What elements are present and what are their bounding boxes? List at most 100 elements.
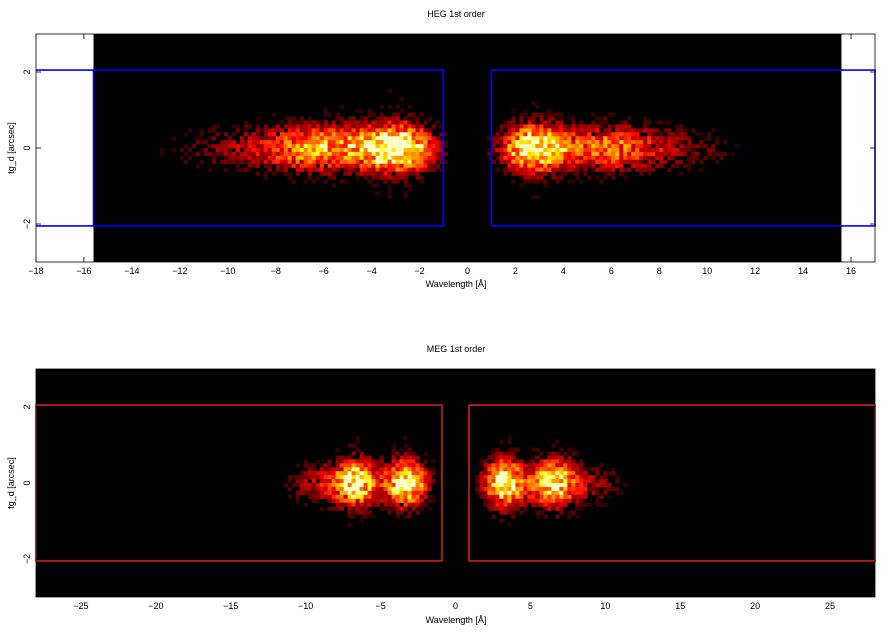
heg-heatmap-cell [603, 167, 608, 172]
meg-heatmap-cell [483, 490, 488, 496]
heg-heatmap-cell [563, 140, 568, 145]
heg-heatmap-cell [559, 163, 564, 168]
heg-heatmap-cell [243, 132, 249, 137]
meg-heatmap-cell [531, 467, 536, 472]
heg-heatmap-cell [323, 155, 328, 161]
heg-heatmap-cell [239, 144, 245, 149]
heg-heatmap-cell [283, 148, 288, 153]
meg-heatmap-cell [519, 510, 524, 515]
heg-heatmap-cell [295, 148, 300, 153]
meg-heatmap-cell [403, 494, 408, 500]
heg-heatmap-cell [679, 159, 684, 165]
meg-heatmap-cell [427, 486, 432, 492]
meg-heatmap-cell [571, 475, 576, 480]
heg-heatmap-cell [583, 167, 588, 172]
heg-heatmap-cell [227, 148, 233, 153]
meg-heatmap-cell [555, 479, 560, 484]
heg-heatmap-cell [551, 144, 556, 149]
meg-heatmap-cell [379, 490, 384, 496]
heg-heatmap-cell [571, 179, 576, 184]
heg-heatmap-cell [603, 155, 608, 161]
heg-heatmap-cell [603, 171, 608, 176]
heg-heatmap-cell [319, 163, 324, 168]
meg-heatmap-cell [503, 490, 508, 496]
heg-heatmap-cell [259, 140, 265, 145]
heg-heatmap-cell [227, 151, 233, 157]
meg-heatmap-cell [339, 486, 344, 492]
heg-heatmap-cell [659, 140, 664, 145]
heg-heatmap-cell [571, 144, 576, 149]
meg-heatmap-cell [355, 471, 360, 476]
meg-heatmap-cell [415, 471, 420, 476]
meg-heatmap-cell [427, 506, 432, 511]
meg-heatmap-cell [539, 479, 544, 484]
heg-heatmap-cell [623, 140, 628, 145]
heg-heatmap-cell [327, 175, 332, 180]
heg-heatmap-cell [287, 128, 292, 133]
meg-heatmap-cell [567, 490, 572, 496]
heg-heatmap-cell [595, 167, 600, 172]
meg-heatmap-cell [523, 479, 528, 484]
heg-heatmap-cell [563, 159, 568, 165]
heg-heatmap-cell [527, 116, 532, 121]
heg-heatmap-cell [607, 144, 612, 149]
heg-heatmap-cell [331, 136, 336, 141]
heg-heatmap-cell [511, 151, 516, 157]
meg-heatmap-cell [607, 471, 612, 476]
meg-heatmap-cell [379, 459, 384, 464]
heg-heatmap-cell [291, 163, 296, 168]
heg-heatmap-cell [255, 159, 261, 165]
meg-heatmap-cell [359, 475, 364, 480]
meg-heatmap-cell [575, 486, 580, 492]
heg-heatmap-cell [195, 136, 201, 141]
heg-heatmap-cell [535, 112, 540, 117]
meg-heatmap-cell [391, 498, 396, 503]
meg-heatmap-cell [499, 483, 504, 488]
meg-heatmap-cell [351, 494, 356, 500]
meg-heatmap-cell [595, 486, 600, 492]
meg-heatmap-cell [411, 486, 416, 492]
heg-heatmap-cell [211, 155, 217, 161]
heg-heatmap-cell [371, 151, 376, 157]
heg-heatmap-cell [399, 148, 404, 153]
heg-heatmap-cell [491, 144, 496, 149]
heg-heatmap-cell [543, 124, 548, 129]
heg-heatmap-cell [535, 124, 540, 129]
heg-heatmap-cell [515, 159, 520, 165]
heg-heatmap-cell [667, 132, 672, 137]
heg-heatmap-cell [495, 128, 500, 133]
heg-heatmap-cell [555, 112, 560, 117]
heg-x-tick-label: 16 [846, 266, 856, 276]
heg-heatmap-cell [263, 144, 269, 149]
heg-heatmap-cell [359, 136, 364, 141]
meg-heatmap-cell [343, 483, 348, 488]
heg-heatmap-cell [523, 155, 528, 161]
meg-heatmap-cell [495, 459, 500, 464]
heg-heatmap-cell [499, 159, 504, 165]
heg-heatmap-cell [319, 151, 324, 157]
meg-heatmap-cell [555, 502, 560, 507]
heg-heatmap-cell [323, 124, 328, 129]
heg-heatmap-cell [535, 128, 540, 133]
heg-heatmap-cell [359, 155, 364, 161]
heg-heatmap-cell [403, 120, 408, 125]
meg-heatmap-cell [319, 479, 324, 484]
heg-heatmap-cell [247, 148, 253, 153]
heg-heatmap-cell [607, 128, 612, 133]
heg-heatmap-cell [535, 136, 540, 141]
heg-heatmap-cell [199, 148, 205, 153]
heg-heatmap-cell [403, 132, 408, 137]
meg-heatmap-cell [395, 451, 400, 456]
heg-heatmap-cell [375, 163, 380, 168]
heg-heatmap-cell [323, 112, 328, 117]
heg-heatmap-cell [391, 155, 396, 161]
heg-heatmap-cell [567, 124, 572, 129]
heg-heatmap-cell [523, 144, 528, 149]
heg-heatmap-cell [611, 159, 616, 165]
heg-heatmap-cell [195, 163, 201, 168]
heg-heatmap-cell [547, 163, 552, 168]
meg-heatmap-cell [491, 447, 496, 452]
meg-heatmap-cell [583, 475, 588, 480]
meg-heatmap-cell [507, 510, 512, 515]
heg-heatmap-cell [387, 136, 392, 141]
